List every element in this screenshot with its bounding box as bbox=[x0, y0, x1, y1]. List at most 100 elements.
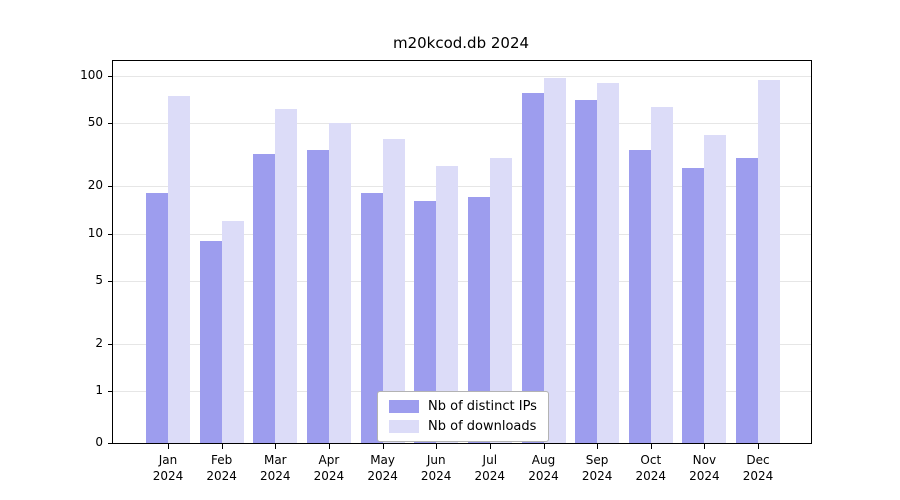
x-tick-label-year: 2024 bbox=[742, 469, 774, 483]
bar-jun-nb-of-distinct-ips bbox=[414, 201, 437, 443]
plot-area: 0 1 2 5 10 20 50 100 Jan 2024 Feb 2024 Mar 2024 Apr 202… bbox=[80, 60, 812, 483]
bar-sep-nb-of-downloads bbox=[597, 83, 620, 443]
x-tick-label-dec: Dec 2024 bbox=[723, 452, 793, 484]
x-tick-mark-aug bbox=[543, 443, 545, 449]
x-tick-label-month: Aug bbox=[531, 453, 556, 467]
x-tick-mark-jun bbox=[436, 443, 438, 449]
bar-dec-nb-of-downloads bbox=[758, 80, 780, 443]
bar-feb-nb-of-downloads bbox=[221, 221, 244, 443]
legend-label-distinct-ips: Nb of distinct IPs bbox=[428, 399, 537, 414]
x-tick-label-year: 2024 bbox=[367, 469, 398, 483]
legend-item-distinct-ips: Nb of distinct IPs bbox=[389, 399, 537, 414]
x-tick-label-year: 2024 bbox=[581, 469, 613, 483]
x-tick-label-mar: Mar 2024 bbox=[240, 452, 310, 484]
y-tick-label-10: 10 bbox=[87, 225, 103, 240]
x-tick-label-year: 2024 bbox=[260, 469, 291, 483]
y-tick-label-5: 5 bbox=[95, 272, 103, 287]
bar-sep-nb-of-distinct-ips bbox=[575, 100, 598, 443]
bar-jan-nb-of-downloads bbox=[168, 95, 190, 443]
x-tick-mark-feb bbox=[221, 443, 223, 449]
x-tick-label-month: Jan bbox=[158, 453, 178, 467]
gridline-y-5 bbox=[113, 280, 811, 282]
x-tick-label-month: Jul bbox=[482, 453, 498, 467]
y-tick-label-0: 0 bbox=[95, 435, 103, 449]
bar-mar-nb-of-downloads bbox=[275, 108, 298, 443]
y-tick-mark-0 bbox=[108, 443, 113, 444]
bar-oct-nb-of-distinct-ips bbox=[628, 149, 651, 443]
bar-aug-nb-of-distinct-ips bbox=[521, 93, 544, 443]
gridline-y-20 bbox=[113, 186, 811, 188]
chart-title: m20kcod.db 2024 bbox=[392, 34, 530, 52]
bar-apr-nb-of-downloads bbox=[328, 123, 351, 443]
y-tick-label-1: 1 bbox=[95, 383, 103, 397]
bar-jun-nb-of-downloads bbox=[436, 165, 459, 443]
x-tick-label-year: 2024 bbox=[152, 469, 184, 483]
x-tick-label-month: Sep bbox=[585, 453, 609, 467]
x-tick-label-month: May bbox=[370, 453, 395, 467]
bar-jul-nb-of-distinct-ips bbox=[467, 197, 490, 443]
x-tick-label-month: Feb bbox=[210, 453, 233, 467]
bar-dec-nb-of-distinct-ips bbox=[736, 158, 758, 443]
x-tick-label-year: 2024 bbox=[689, 469, 720, 483]
x-tick-label-month: Apr bbox=[318, 453, 340, 467]
gridline-y-100 bbox=[113, 76, 811, 77]
legend: Nb of distinct IPs Nb of downloads bbox=[377, 391, 549, 442]
y-tick-label-100: 100 bbox=[80, 68, 103, 82]
x-tick-label-year: 2024 bbox=[474, 469, 506, 483]
legend-swatch-downloads bbox=[389, 420, 419, 433]
x-tick-mark-oct bbox=[650, 443, 652, 449]
bar-may-nb-of-distinct-ips bbox=[360, 193, 383, 443]
x-tick-label-year: 2024 bbox=[635, 469, 667, 483]
bar-feb-nb-of-distinct-ips bbox=[199, 240, 222, 443]
y-tick-mark-5 bbox=[108, 280, 113, 282]
y-tick-mark-50 bbox=[108, 123, 113, 125]
bar-nov-nb-of-distinct-ips bbox=[682, 168, 705, 443]
x-tick-label-year: 2024 bbox=[528, 469, 559, 483]
x-tick-mark-mar bbox=[275, 443, 277, 449]
x-tick-mark-dec bbox=[758, 443, 759, 449]
bar-jul-nb-of-downloads bbox=[489, 158, 512, 443]
x-tick-label-month: Oct bbox=[640, 453, 662, 467]
legend-swatch-distinct-ips bbox=[389, 400, 419, 413]
x-tick-label-jun: Jun 2024 bbox=[401, 452, 471, 484]
x-tick-label-feb: Feb 2024 bbox=[187, 452, 257, 484]
x-tick-label-year: 2024 bbox=[313, 469, 345, 483]
y-tick-label-2: 2 bbox=[95, 335, 103, 350]
y-tick-mark-20 bbox=[108, 186, 113, 188]
x-tick-label-year: 2024 bbox=[420, 469, 452, 483]
x-tick-mark-sep bbox=[597, 443, 599, 449]
gridline-y-2 bbox=[113, 343, 811, 345]
x-tick-mark-may bbox=[382, 443, 384, 449]
x-tick-mark-jan bbox=[168, 443, 169, 449]
x-tick-label-sep: Sep 2024 bbox=[562, 452, 632, 484]
bar-jan-nb-of-distinct-ips bbox=[146, 193, 168, 443]
x-tick-label-month: Jun bbox=[426, 453, 446, 467]
x-tick-label-month: Mar bbox=[263, 453, 287, 467]
x-tick-label-oct: Oct 2024 bbox=[616, 452, 686, 484]
gridline-y-10 bbox=[113, 233, 811, 235]
x-tick-label-apr: Apr 2024 bbox=[294, 452, 364, 484]
bar-mar-nb-of-distinct-ips bbox=[253, 153, 276, 443]
y-tick-label-20: 20 bbox=[87, 178, 103, 193]
legend-label-downloads: Nb of downloads bbox=[428, 419, 537, 434]
bar-apr-nb-of-distinct-ips bbox=[306, 149, 329, 443]
y-tick-mark-100 bbox=[108, 76, 113, 77]
x-tick-label-nov: Nov 2024 bbox=[669, 452, 739, 484]
legend-item-downloads: Nb of downloads bbox=[389, 419, 537, 434]
x-tick-label-aug: Aug 2024 bbox=[509, 452, 579, 484]
x-tick-label-month: Dec bbox=[746, 453, 770, 467]
y-tick-mark-10 bbox=[108, 233, 113, 235]
bar-aug-nb-of-downloads bbox=[543, 78, 566, 443]
bar-may-nb-of-downloads bbox=[382, 138, 405, 443]
x-tick-label-year: 2024 bbox=[206, 469, 237, 483]
y-tick-mark-2 bbox=[108, 343, 113, 345]
bar-oct-nb-of-downloads bbox=[650, 106, 673, 443]
x-tick-label-jul: Jul 2024 bbox=[455, 452, 525, 484]
y-tick-mark-1 bbox=[108, 391, 113, 392]
y-tick-label-50: 50 bbox=[87, 115, 103, 130]
x-tick-label-jan: Jan 2024 bbox=[133, 452, 203, 484]
x-tick-mark-nov bbox=[704, 443, 706, 449]
x-tick-label-month: Nov bbox=[692, 453, 717, 467]
x-tick-mark-jul bbox=[489, 443, 491, 449]
